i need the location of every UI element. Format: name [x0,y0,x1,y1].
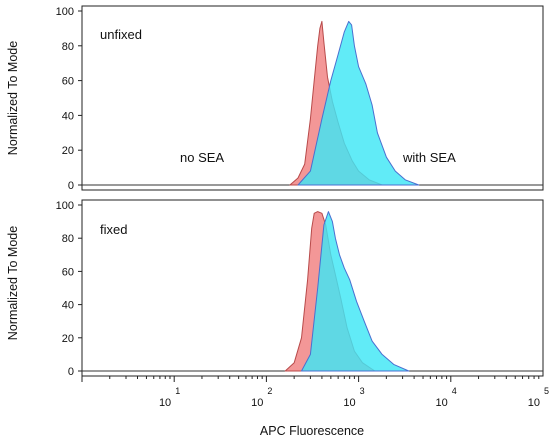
x-tick-base: 10 [343,397,355,409]
annotation-with-sea: with SEA [402,150,456,165]
area-with-sea-unfixed [297,20,420,186]
x-tick-label-1e3: 10 3 [343,386,364,409]
y-tick-label-unfixed-40: 40 [62,110,74,122]
x-tick-label-1e2: 10 2 [251,386,272,409]
y-tick-label-unfixed-80: 80 [62,41,74,53]
y-tick-label-fixed-80: 80 [62,233,74,245]
y-tick-label-unfixed-60: 60 [62,76,74,88]
x-tick-exponent: 3 [360,386,365,396]
x-tick-exponent: 4 [452,386,457,396]
y-axis-fixed: 0 20 40 60 80 100 [56,200,82,378]
x-tick-base: 10 [251,397,263,409]
y-axis-title-unfixed: Normalized To Mode [6,41,20,155]
y-tick-label-fixed-20: 20 [62,333,74,345]
annotation-no-sea: no SEA [180,150,224,165]
x-tick-label-1e4: 10 4 [436,386,457,409]
y-tick-label-fixed-100: 100 [56,200,74,212]
x-tick-base: 10 [528,397,540,409]
y-tick-label-unfixed-0: 0 [68,180,74,192]
x-tick-label-1e5: 10 5 [528,386,549,409]
y-tick-label-fixed-60: 60 [62,266,74,278]
y-tick-label-unfixed-100: 100 [56,6,74,18]
x-axis-fixed: 10 1 10 2 10 3 10 4 10 5 [81,376,549,409]
panel-fixed: 0 20 40 60 80 100 10 1 10 2 10 3 10 4 10 5 fixed Norma… [6,199,549,438]
panel-label-unfixed: unfixed [100,27,142,42]
x-tick-exponent: 1 [175,386,180,396]
y-tick-label-unfixed-20: 20 [62,145,74,157]
histogram-areas-unfixed [82,20,543,186]
y-axis-unfixed: 0 20 40 60 80 100 [56,6,82,192]
x-tick-exponent: 2 [267,386,272,396]
y-axis-title-fixed: Normalized To Mode [6,226,20,340]
x-tick-exponent: 5 [544,386,549,396]
y-tick-label-fixed-0: 0 [68,366,74,378]
x-tick-label-1e1: 10 1 [159,386,180,409]
histogram-areas-fixed [82,211,543,372]
area-with-sea-fixed [301,211,410,372]
panel-label-fixed: fixed [100,222,127,237]
x-axis-title: APC Fluorescence [260,424,364,438]
y-tick-label-fixed-40: 40 [62,300,74,312]
x-tick-base: 10 [436,397,448,409]
x-tick-base: 10 [159,397,171,409]
panel-unfixed: 0 20 40 60 80 100 unfixed no SEA with SEA Nor… [6,5,544,192]
